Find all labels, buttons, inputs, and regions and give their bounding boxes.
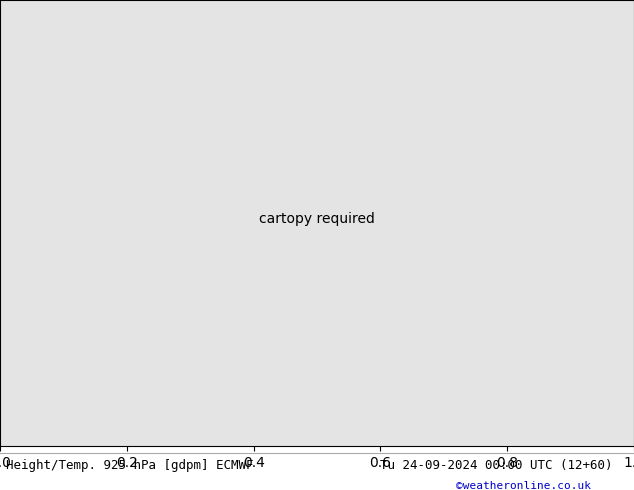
- Text: Height/Temp. 925 hPa [gdpm] ECMWF: Height/Temp. 925 hPa [gdpm] ECMWF: [6, 459, 254, 472]
- Text: ©weatheronline.co.uk: ©weatheronline.co.uk: [456, 481, 592, 490]
- Text: Tu 24-09-2024 00:00 UTC (12+60): Tu 24-09-2024 00:00 UTC (12+60): [380, 459, 613, 472]
- Text: cartopy required: cartopy required: [259, 212, 375, 226]
